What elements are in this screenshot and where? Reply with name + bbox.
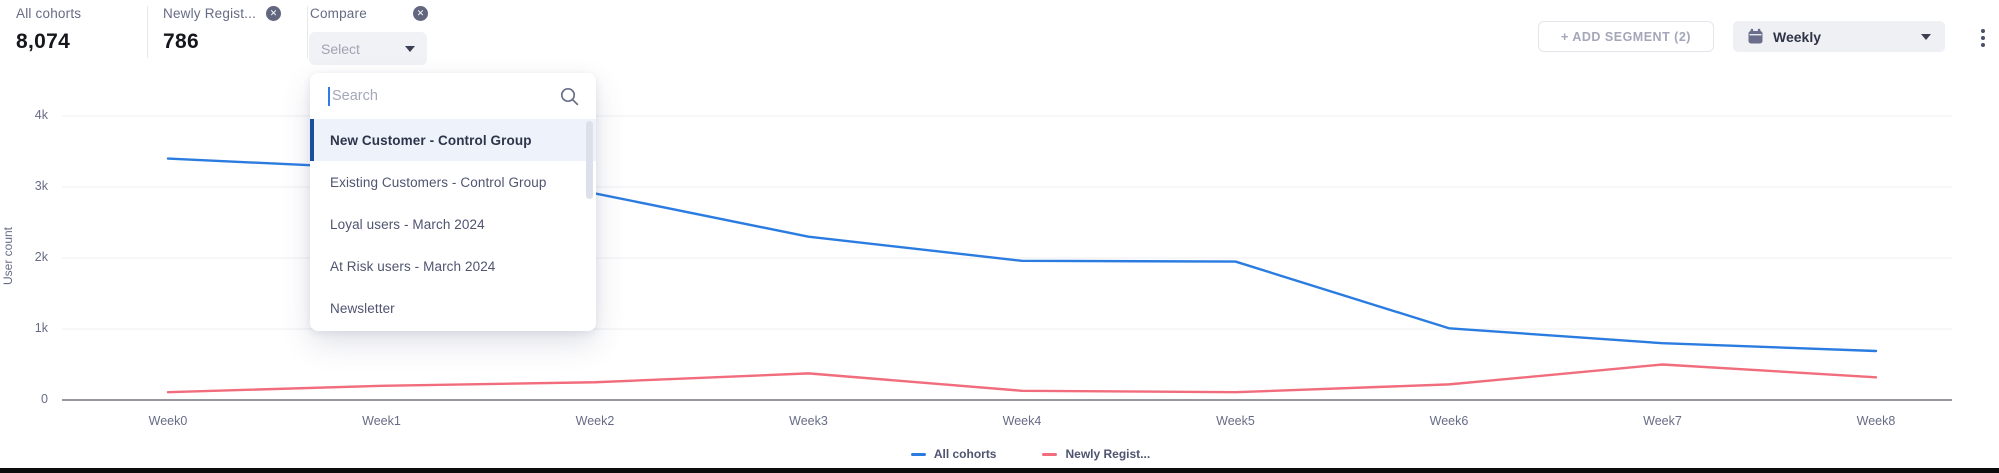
x-tick-label: Week1 bbox=[362, 414, 401, 428]
metric-newly-registered: Newly Regist... ✕ 786 bbox=[163, 6, 282, 54]
metric-all-cohorts: All cohorts 8,074 bbox=[16, 6, 81, 54]
kebab-menu-icon[interactable] bbox=[1976, 24, 1990, 52]
y-tick-label: 4k bbox=[34, 108, 48, 122]
dropdown-options: New Customer - Control Group Existing Cus… bbox=[310, 119, 596, 331]
compare-select-value: Select bbox=[321, 40, 360, 57]
add-segment-button[interactable]: + ADD SEGMENT (2) bbox=[1538, 21, 1714, 52]
divider bbox=[147, 6, 148, 58]
dropdown-search[interactable]: Search bbox=[310, 73, 596, 119]
dropdown-option[interactable]: Loyal users - March 2024 bbox=[330, 216, 485, 232]
metric-value: 8,074 bbox=[16, 30, 71, 53]
legend-label: All cohorts bbox=[933, 447, 997, 461]
x-tick-label: Week4 bbox=[1002, 414, 1042, 428]
x-tick-label: Week0 bbox=[148, 414, 188, 428]
x-tick-label: Week7 bbox=[1643, 414, 1682, 428]
legend-item[interactable]: All cohorts bbox=[910, 447, 997, 461]
compare-label: Compare bbox=[310, 6, 367, 21]
top-bar: All cohorts 8,074 Newly Regist... ✕ 786 … bbox=[0, 0, 1999, 70]
y-tick-label: 1k bbox=[34, 321, 48, 335]
dropdown-option[interactable]: Newsletter bbox=[330, 300, 395, 316]
dropdown-option[interactable]: Existing Customers - Control Group bbox=[330, 174, 547, 190]
x-tick-label: Week6 bbox=[1429, 414, 1469, 428]
y-tick-label: 3k bbox=[34, 179, 48, 193]
metric-label: All cohorts bbox=[16, 6, 82, 21]
x-tick-label: Week5 bbox=[1216, 414, 1255, 428]
compare-block: Compare ✕ Select bbox=[309, 6, 428, 65]
scrollbar-thumb[interactable] bbox=[586, 121, 593, 199]
remove-compare-icon[interactable]: ✕ bbox=[413, 6, 428, 21]
legend-item[interactable]: Newly Regist... bbox=[1042, 447, 1150, 461]
chevron-down-icon bbox=[1921, 33, 1931, 40]
legend-dash-icon bbox=[1042, 452, 1058, 456]
x-tick-label: Week2 bbox=[575, 414, 615, 428]
remove-metric-icon[interactable]: ✕ bbox=[266, 6, 282, 21]
legend-label: Newly Regist... bbox=[1065, 447, 1151, 461]
search-icon bbox=[560, 87, 579, 105]
granularity-value: Weekly bbox=[1773, 28, 1821, 45]
y-tick-label: 2k bbox=[34, 250, 48, 264]
y-tick-label: 0 bbox=[41, 392, 48, 406]
chart-legend: All cohorts Newly Regist... bbox=[0, 447, 1999, 461]
divider bbox=[307, 6, 308, 58]
text-cursor bbox=[328, 86, 330, 106]
chevron-down-icon bbox=[405, 45, 415, 52]
x-tick-label: Week3 bbox=[789, 414, 828, 428]
metric-value: 786 bbox=[163, 30, 199, 53]
dropdown-option[interactable]: At Risk users - March 2024 bbox=[330, 258, 496, 274]
calendar-icon bbox=[1748, 28, 1763, 44]
compare-select[interactable]: Select bbox=[309, 32, 427, 65]
series-line-newly-regist- bbox=[166, 363, 1878, 394]
compare-dropdown: Search New Customer - Control Group Exist… bbox=[310, 73, 596, 331]
search-input[interactable]: Search bbox=[332, 88, 378, 104]
granularity-select[interactable]: Weekly bbox=[1733, 21, 1945, 52]
legend-dash-icon bbox=[910, 452, 926, 456]
x-tick-label: Week8 bbox=[1856, 414, 1896, 428]
dropdown-option[interactable]: New Customer - Control Group bbox=[310, 119, 596, 161]
metric-label: Newly Regist... bbox=[163, 6, 257, 21]
